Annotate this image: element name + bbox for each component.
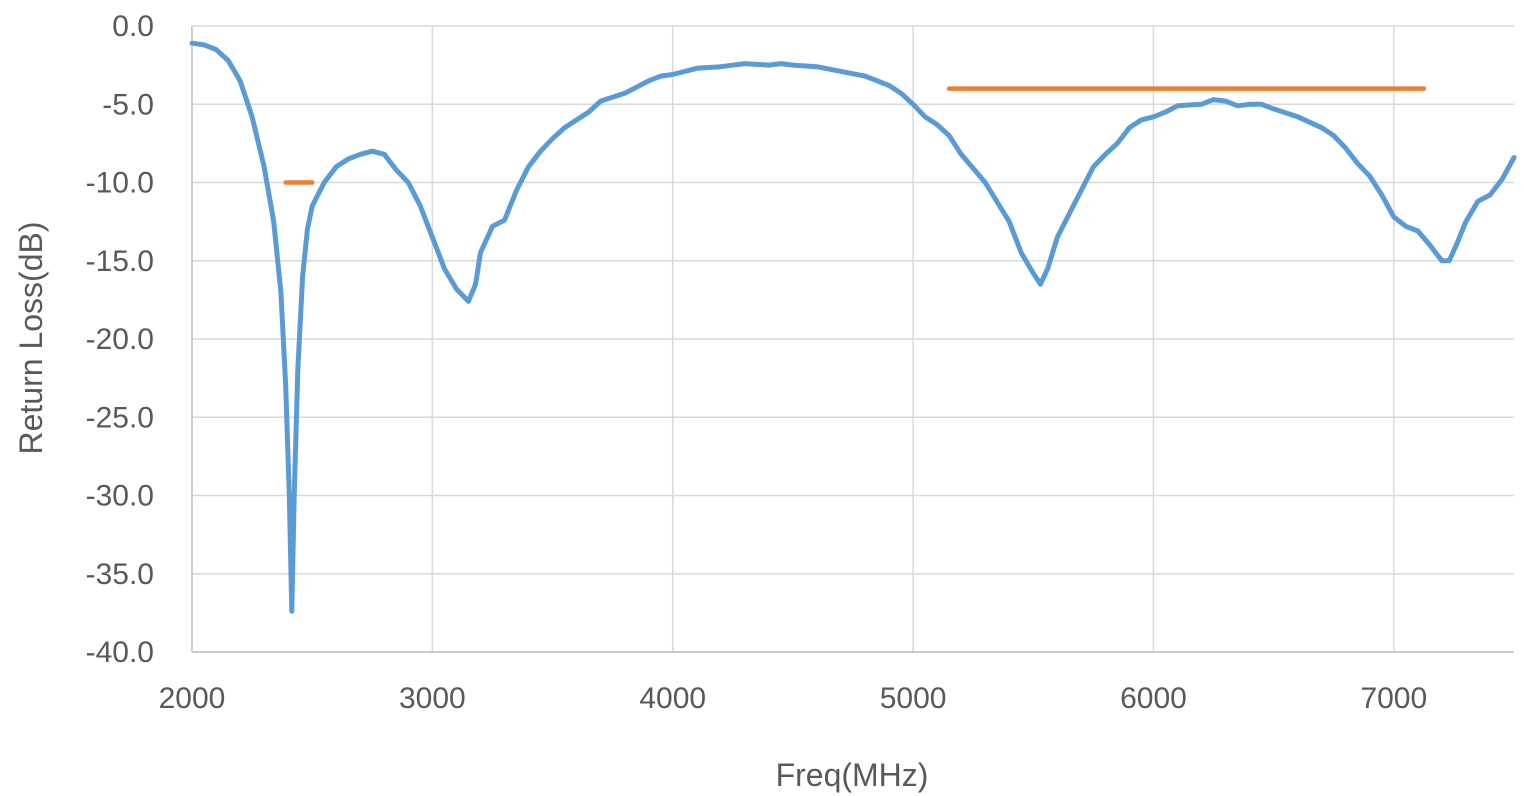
x-axis-title: Freq(MHz) [776, 757, 929, 793]
gridlines [191, 25, 1514, 653]
y-tick-label: -35.0 [86, 558, 154, 591]
y-axis-title: Return Loss(dB) [13, 222, 49, 455]
x-tick-label: 4000 [639, 682, 706, 715]
x-tick-label: 7000 [1360, 682, 1427, 715]
y-tick-label: -15.0 [86, 245, 154, 278]
y-tick-label: 0.0 [112, 10, 154, 43]
y-tick-label: -40.0 [86, 636, 154, 669]
series-line [189, 40, 1517, 614]
x-tick-label: 3000 [399, 682, 466, 715]
y-tick-label: -25.0 [86, 401, 154, 434]
y-tick-label: -30.0 [86, 480, 154, 513]
x-tick-label: 5000 [880, 682, 947, 715]
x-tick-label: 6000 [1120, 682, 1187, 715]
y-tick-label: -5.0 [102, 88, 154, 121]
x-tick-label: 2000 [159, 682, 226, 715]
y-tick-label: -10.0 [86, 167, 154, 200]
series-layer [189, 40, 1517, 614]
y-tick-label: -20.0 [86, 323, 154, 356]
tick-labels: 0.0 -5.0 -10.0 -15.0 -20.0 -25.0 -30.0 -35.0 -40… [86, 10, 1428, 715]
